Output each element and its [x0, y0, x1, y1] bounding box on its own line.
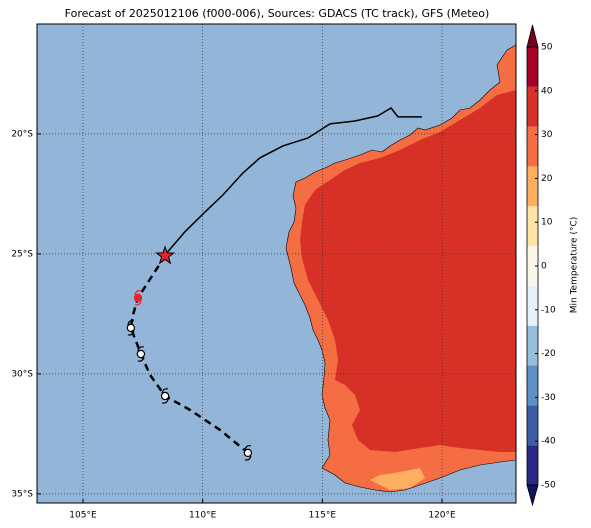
x-tick-label: 110°E — [189, 511, 217, 521]
cyclone-marker — [133, 290, 143, 306]
cyclone-marker — [126, 320, 136, 336]
cyclone-marker — [243, 445, 253, 461]
colorbar-band — [527, 86, 538, 127]
colorbar-band — [527, 325, 538, 366]
cyclone-center — [243, 448, 253, 458]
colorbar-extend-low — [526, 484, 539, 507]
cyclone-center — [126, 323, 136, 333]
cyclone-arm — [127, 320, 135, 336]
colorbar-band — [527, 47, 538, 87]
colorbar-band — [527, 405, 538, 446]
colorbar-tick-label: 30 — [541, 130, 553, 140]
colorbar-tick-label: -20 — [541, 349, 556, 359]
colorbar-band — [527, 246, 538, 286]
colorbar-tick-label: -30 — [541, 393, 556, 403]
forecast-track — [129, 255, 249, 454]
colorbar-tick-label: -40 — [541, 437, 556, 447]
map-area — [37, 24, 516, 503]
cyclone-arm — [137, 346, 145, 362]
past-track — [164, 107, 422, 256]
colorbar-band — [527, 126, 538, 167]
y-tick-label: 25°S — [11, 249, 33, 259]
y-tick-label: 30°S — [11, 369, 33, 379]
land-region — [300, 90, 516, 452]
colorbar-tick-label: 50 — [541, 43, 553, 53]
cyclone-center — [133, 293, 143, 303]
map-frame — [36, 23, 517, 504]
colorbar-band — [527, 166, 538, 207]
coastline — [285, 44, 516, 493]
cyclone-arm — [161, 388, 169, 404]
cyclone-marker — [136, 346, 146, 362]
cyclone-arm — [244, 445, 252, 461]
current-position — [155, 245, 176, 265]
x-tick-label: 105°E — [69, 511, 97, 521]
cyclone-center — [136, 349, 146, 359]
colorbar-label: Min Temperature (°C) — [570, 217, 580, 314]
colorbar-tick-label: 10 — [541, 218, 553, 228]
x-tick-label: 115°E — [309, 511, 337, 521]
colorbar-band — [527, 365, 538, 406]
chart-title: Forecast of 2025012106 (f000-006), Sourc… — [65, 7, 490, 20]
land-region — [370, 468, 425, 490]
colorbar-tick-label: 40 — [541, 86, 553, 96]
colorbar-band — [527, 206, 538, 247]
colorbar-tick-label: 20 — [541, 174, 553, 184]
y-tick-label: 20°S — [11, 129, 33, 139]
cyclone-marker — [160, 388, 170, 404]
x-tick-label: 120°E — [428, 511, 456, 521]
cyclone-center — [160, 391, 170, 401]
colorbar-extend-high — [526, 24, 539, 48]
y-tick-label: 35°S — [11, 489, 33, 499]
colorbar-tick-label: -50 — [541, 481, 556, 491]
cyclone-arm — [134, 290, 142, 306]
colorbar-band — [527, 445, 538, 485]
colorbar-tick-label: 0 — [541, 262, 547, 272]
colorbar-band — [527, 285, 538, 326]
colorbar-tick-label: -10 — [541, 305, 556, 315]
